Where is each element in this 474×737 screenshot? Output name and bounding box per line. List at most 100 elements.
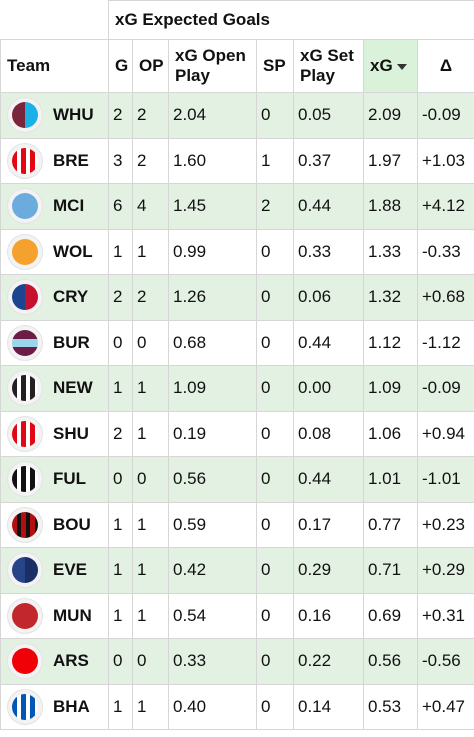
cell-xg: 0.53 xyxy=(363,683,418,730)
sort-desc-icon xyxy=(396,63,407,70)
ars-crest-icon xyxy=(12,648,38,675)
cell-op: 1 xyxy=(132,683,169,730)
table-row[interactable]: SHU 2 1 0.19 0 0.08 1.06 +0.94 xyxy=(0,410,474,457)
cell-xg-open: 0.42 xyxy=(168,547,257,594)
cell-g: 1 xyxy=(108,228,133,275)
team-abbr: EVE xyxy=(53,560,88,580)
cell-delta: +0.23 xyxy=(416,501,474,548)
cell-xg: 1.88 xyxy=(363,183,418,230)
cell-xg-open: 2.04 xyxy=(168,92,257,139)
team-wrap: MUN xyxy=(7,597,108,634)
team-cell: BHA xyxy=(0,683,109,730)
cell-op: 0 xyxy=(132,456,169,503)
col-header-op[interactable]: OP xyxy=(132,39,169,93)
cell-xg-open: 0.56 xyxy=(168,456,257,503)
cell-op: 1 xyxy=(132,592,169,639)
table-row[interactable]: BHA 1 1 0.40 0 0.14 0.53 +0.47 xyxy=(0,683,474,730)
team-logo xyxy=(7,552,43,589)
cell-op: 1 xyxy=(132,547,169,594)
table-row[interactable]: BRE 3 2 1.60 1 0.37 1.97 +1.03 xyxy=(0,137,474,184)
cell-xg-open: 1.26 xyxy=(168,274,257,321)
col-header-xg[interactable]: xG xyxy=(363,39,418,93)
team-wrap: BRE xyxy=(7,142,108,179)
cell-sp: 0 xyxy=(256,319,294,366)
cell-op: 0 xyxy=(132,319,169,366)
table-row[interactable]: WOL 1 1 0.99 0 0.33 1.33 -0.33 xyxy=(0,228,474,275)
col-header-xg-set-play[interactable]: xG Set Play xyxy=(293,39,364,93)
team-logo xyxy=(7,506,43,543)
table-row[interactable]: MCI 6 4 1.45 2 0.44 1.88 +4.12 xyxy=(0,183,474,230)
cell-g: 2 xyxy=(108,274,133,321)
team-wrap: ARS xyxy=(7,643,108,680)
ful-crest-icon xyxy=(12,466,38,493)
team-logo xyxy=(7,324,43,361)
bur-crest-icon xyxy=(12,329,38,356)
team-abbr: BOU xyxy=(53,514,91,534)
col-header-g[interactable]: G xyxy=(108,39,133,93)
table-row[interactable]: BUR 0 0 0.68 0 0.44 1.12 -1.12 xyxy=(0,319,474,366)
cell-sp: 0 xyxy=(256,410,294,457)
col-header-xg-open-play[interactable]: xG Open Play xyxy=(168,39,257,93)
team-cell: BUR xyxy=(0,319,109,366)
team-abbr: BUR xyxy=(53,332,90,352)
cell-xg-set: 0.33 xyxy=(293,228,364,275)
table-row[interactable]: WHU 2 2 2.04 0 0.05 2.09 -0.09 xyxy=(0,92,474,139)
cell-delta: -0.09 xyxy=(416,365,474,412)
cell-sp: 0 xyxy=(256,547,294,594)
cell-delta: +0.29 xyxy=(416,547,474,594)
team-wrap: BUR xyxy=(7,324,108,361)
team-logo xyxy=(7,97,43,134)
table-row[interactable]: NEW 1 1 1.09 0 0.00 1.09 -0.09 xyxy=(0,365,474,412)
cell-sp: 0 xyxy=(256,274,294,321)
cell-xg-open: 0.54 xyxy=(168,592,257,639)
cell-sp: 0 xyxy=(256,228,294,275)
cell-xg-set: 0.29 xyxy=(293,547,364,594)
cell-op: 4 xyxy=(132,183,169,230)
cell-delta: +0.31 xyxy=(416,592,474,639)
team-cell: MCI xyxy=(0,183,109,230)
cell-xg-open: 1.45 xyxy=(168,183,257,230)
cell-g: 2 xyxy=(108,92,133,139)
cell-xg-set: 0.44 xyxy=(293,456,364,503)
cell-delta: +0.68 xyxy=(416,274,474,321)
col-header-team[interactable]: Team xyxy=(0,39,109,93)
cell-xg-open: 0.99 xyxy=(168,228,257,275)
mci-crest-icon xyxy=(12,193,38,220)
cell-op: 1 xyxy=(132,365,169,412)
cell-xg-set: 0.00 xyxy=(293,365,364,412)
cell-xg-set: 0.06 xyxy=(293,274,364,321)
team-logo xyxy=(7,461,43,498)
cell-delta: -1.01 xyxy=(416,456,474,503)
team-wrap: WHU xyxy=(7,97,108,134)
table-row[interactable]: EVE 1 1 0.42 0 0.29 0.71 +0.29 xyxy=(0,547,474,594)
bou-crest-icon xyxy=(12,511,38,538)
table-row[interactable]: MUN 1 1 0.54 0 0.16 0.69 +0.31 xyxy=(0,592,474,639)
cell-xg-open: 0.59 xyxy=(168,501,257,548)
cell-sp: 2 xyxy=(256,183,294,230)
cell-op: 2 xyxy=(132,92,169,139)
cell-xg-set: 0.37 xyxy=(293,137,364,184)
cell-xg: 1.97 xyxy=(363,137,418,184)
col-header-sp[interactable]: SP xyxy=(256,39,294,93)
col-header-delta[interactable]: Δ xyxy=(416,39,474,93)
team-wrap: BOU xyxy=(7,506,108,543)
cell-op: 1 xyxy=(132,228,169,275)
table-row[interactable]: ARS 0 0 0.33 0 0.22 0.56 -0.56 xyxy=(0,638,474,685)
team-wrap: SHU xyxy=(7,415,108,452)
cell-xg: 0.71 xyxy=(363,547,418,594)
table-row[interactable]: BOU 1 1 0.59 0 0.17 0.77 +0.23 xyxy=(0,501,474,548)
cell-g: 1 xyxy=(108,547,133,594)
cell-sp: 0 xyxy=(256,638,294,685)
cell-xg-open: 0.40 xyxy=(168,683,257,730)
team-abbr: MUN xyxy=(53,605,92,625)
cell-op: 1 xyxy=(132,410,169,457)
cell-xg-set: 0.14 xyxy=(293,683,364,730)
table-row[interactable]: FUL 0 0 0.56 0 0.44 1.01 -1.01 xyxy=(0,456,474,503)
table-row[interactable]: CRY 2 2 1.26 0 0.06 1.32 +0.68 xyxy=(0,274,474,321)
team-abbr: BRE xyxy=(53,150,89,170)
cell-xg: 1.01 xyxy=(363,456,418,503)
cell-sp: 0 xyxy=(256,456,294,503)
team-abbr: WOL xyxy=(53,241,93,261)
cell-g: 6 xyxy=(108,183,133,230)
